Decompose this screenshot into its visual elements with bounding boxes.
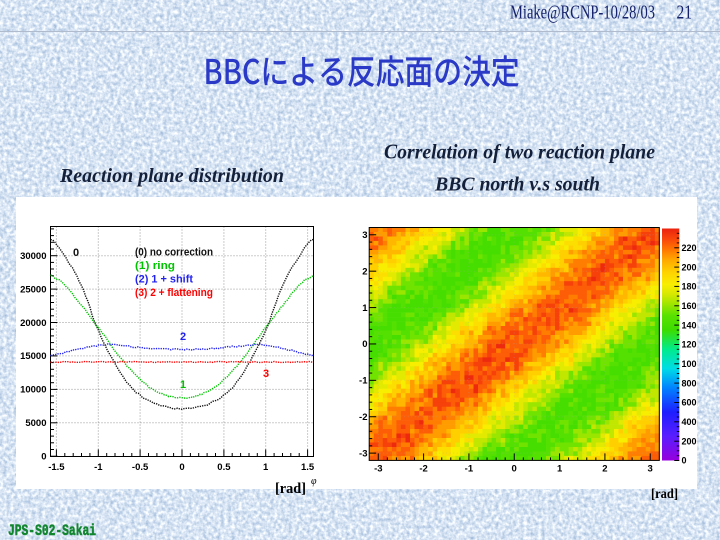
svg-text:100: 100 [682,359,697,369]
svg-text:25000: 25000 [20,284,46,295]
svg-text:160: 160 [682,301,697,311]
svg-text:-1.5: -1.5 [48,462,65,473]
svg-text:-1: -1 [359,376,368,387]
svg-text:3: 3 [362,230,367,241]
svg-text:JPS-S02-Sakai: JPS-S02-Sakai [8,522,96,540]
svg-text:800: 800 [682,378,697,388]
svg-text:-2: -2 [419,464,427,475]
svg-text:-3: -3 [374,464,382,475]
svg-text:-1: -1 [94,462,103,473]
svg-text:(3) 2 + flattening: (3) 2 + flattening [135,287,213,299]
svg-text:180: 180 [682,282,697,292]
svg-text:BBC north v.s south: BBC north v.s south [434,174,600,196]
svg-text:10000: 10000 [20,385,46,396]
svg-text:Correlation of two reaction pl: Correlation of two reaction plane [384,140,655,164]
svg-text:600: 600 [682,398,697,408]
svg-text:(2) 1 + shift: (2) 1 + shift [135,274,193,286]
svg-text:[rad]: [rad] [275,481,306,497]
svg-text:[rad]: [rad] [651,487,678,502]
svg-text:Miake@RCNP-10/28/03: Miake@RCNP-10/28/03 [510,2,655,24]
svg-text:140: 140 [682,320,697,330]
svg-text:21: 21 [677,2,693,24]
svg-text:-2: -2 [359,412,367,423]
svg-text:0.5: 0.5 [217,462,231,473]
svg-text:220: 220 [682,243,697,253]
svg-text:20000: 20000 [20,318,46,329]
svg-text:2: 2 [362,267,367,278]
svg-text:1: 1 [557,464,563,475]
svg-text:(0) no correction: (0) no correction [135,247,213,259]
svg-text:0: 0 [179,462,184,473]
svg-text:5000: 5000 [25,418,46,429]
svg-text:200: 200 [682,262,697,272]
svg-text:1: 1 [263,462,269,473]
svg-text:0: 0 [73,247,79,259]
svg-text:(1) ring: (1) ring [135,260,175,272]
svg-text:0: 0 [41,452,46,463]
svg-text:3: 3 [263,368,269,380]
svg-text:φ: φ [311,476,317,487]
svg-text:2: 2 [180,331,186,343]
svg-text:Reaction plane distribution: Reaction plane distribution [59,165,284,187]
svg-text:400: 400 [682,417,697,427]
svg-text:-3: -3 [359,448,367,459]
svg-text:0: 0 [512,464,517,475]
svg-text:120: 120 [682,340,697,350]
svg-text:1: 1 [362,303,368,314]
svg-text:1: 1 [180,379,186,391]
svg-text:30000: 30000 [20,251,46,262]
svg-text:1.5: 1.5 [301,462,315,473]
svg-text:15000: 15000 [20,351,46,362]
svg-text:3: 3 [648,464,653,475]
svg-text:0: 0 [362,339,367,350]
svg-text:2: 2 [602,464,607,475]
svg-text:200: 200 [682,436,697,446]
svg-text:-0.5: -0.5 [132,462,149,473]
svg-text:0: 0 [682,456,687,466]
svg-text:-1: -1 [465,464,474,475]
